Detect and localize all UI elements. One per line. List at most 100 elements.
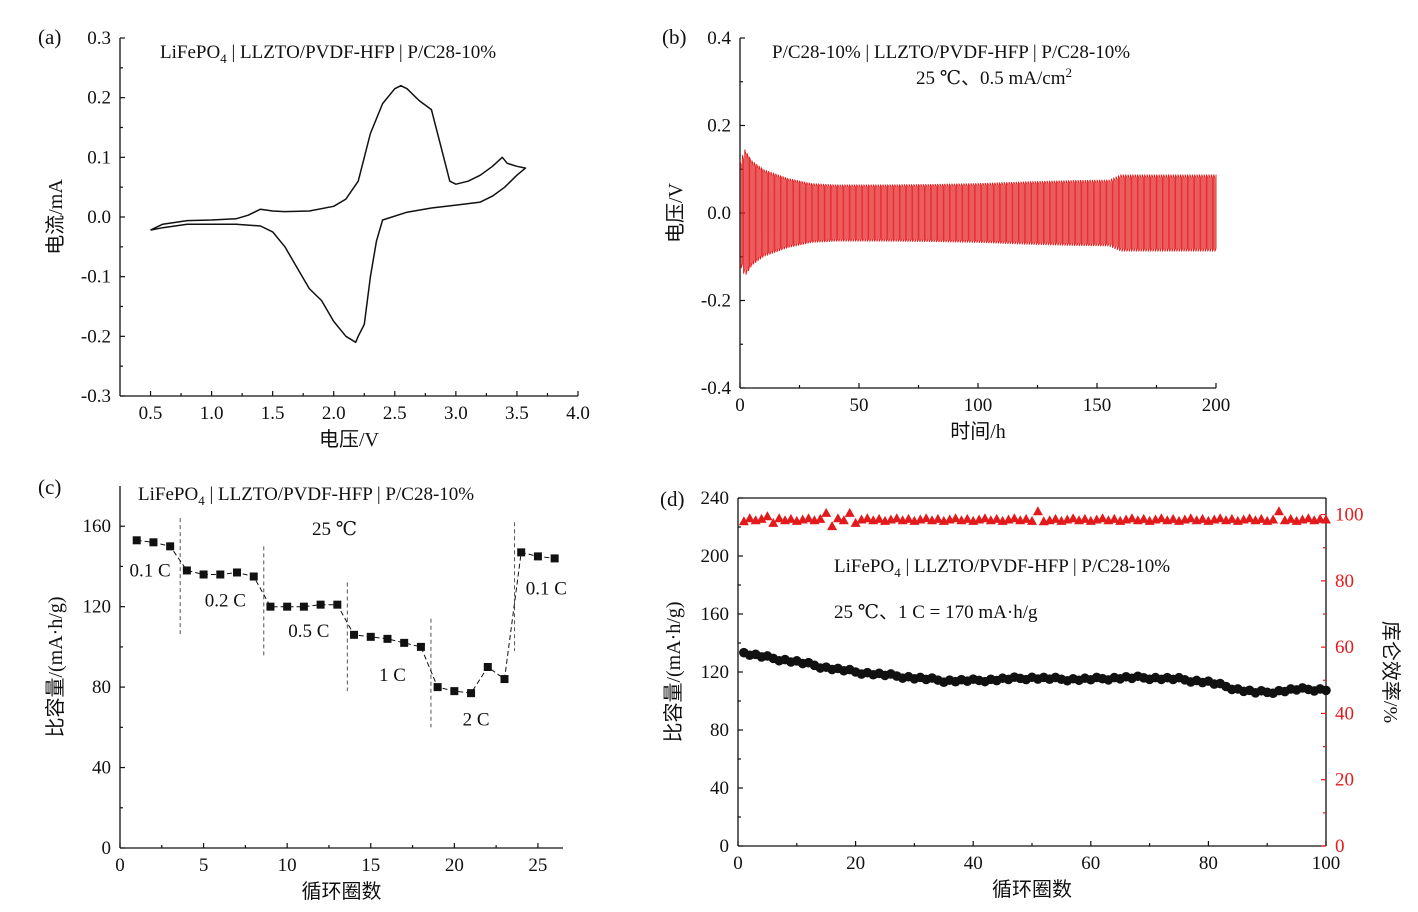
panel-d-y2-tick-label: 80 (1335, 571, 1354, 592)
panel-c-x-tick-label: 5 (199, 855, 209, 876)
panel-d-y-tick-label: 0 (720, 836, 730, 857)
panel-a-x-tick-label: 0.5 (139, 403, 163, 424)
coulombic-efficiency-point (1009, 513, 1020, 523)
rate-capacity-point (233, 568, 242, 577)
panel-c-x-tick-label: 25 (528, 855, 547, 876)
coulombic-efficiency-point (1273, 506, 1284, 516)
coulombic-efficiency-point (1109, 513, 1120, 523)
coulombic-efficiency-point (803, 513, 814, 523)
coulombic-efficiency-point (850, 517, 861, 527)
panel-a-x-tick-label: 4.0 (566, 403, 590, 424)
panel-d-annotation: LiFePO4 | LLZTO/PVDF-HFP | P/C28-10% (834, 556, 1170, 580)
rate-capacity-point (450, 687, 459, 696)
coulombic-efficiency-point (1168, 513, 1179, 523)
panel-b-annotation-line2: 25 ℃、0.5 mA/cm2 (916, 65, 1072, 89)
panel-d-x-tick-label: 100 (1312, 853, 1341, 874)
panel-d-chart: 0 20 40 60 80 10004080120160200240循环圈数比容量/(mA… (660, 487, 1402, 901)
panel-c-y-tick-label: 40 (92, 758, 111, 779)
coulombic-efficiency-point (1021, 513, 1032, 523)
coulombic-efficiency-point (768, 517, 779, 527)
panel-b-y-tick-label: -0.2 (701, 291, 731, 312)
panel-b-y-tick-label: -0.4 (701, 378, 732, 399)
panel-d-x-tick-label: 80 (1199, 853, 1218, 874)
rate-capacity-point (199, 570, 208, 579)
panel-d-y2-tick-label: 0 (1335, 836, 1345, 857)
coulombic-efficiency-point (844, 507, 855, 517)
coulombic-efficiency-point (962, 513, 973, 523)
rate-capacity-point (467, 689, 476, 698)
panel-a-y-axis-title: 电流/mA (44, 179, 67, 255)
panel-a-y-tick-label: -0.3 (81, 386, 111, 407)
coulombic-efficiency-point (1156, 513, 1167, 523)
panel-a-y-tick-label: -0.2 (81, 326, 111, 347)
panel-a-x-tick-label: 3.0 (444, 403, 468, 424)
panel-a-x-tick-label: 1.0 (200, 403, 224, 424)
rate-label: 0.2 C (205, 591, 246, 612)
rate-label: 0.1 C (129, 561, 170, 582)
coulombic-efficiency-point (815, 513, 826, 523)
rate-capacity-point (383, 634, 392, 643)
coulombic-efficiency-point (1097, 513, 1108, 523)
panel-a-x-tick-label: 2.5 (383, 403, 407, 424)
panel-a-y-tick-label: 0.2 (87, 88, 111, 109)
panel-c-label: (c) (38, 475, 61, 499)
panel-c-y-tick-label: 80 (92, 677, 111, 698)
rate-capacity-point (533, 552, 542, 561)
coulombic-efficiency-point (1032, 506, 1043, 516)
panel-d-x-tick-label: 60 (1081, 853, 1100, 874)
coulombic-efficiency-point (950, 513, 961, 523)
panel-b-y-tick-label: 0.2 (707, 116, 731, 137)
panel-c-x-tick-label: 15 (361, 855, 380, 876)
panel-b-y-tick-label: 0.4 (707, 28, 731, 49)
panel-b-x-tick-label: 200 (1202, 395, 1231, 416)
rate-capacity-point (400, 638, 409, 647)
coulombic-efficiency-point (1197, 513, 1208, 523)
coulombic-efficiency-point (1068, 513, 1079, 523)
panel-d-y-tick-label: 80 (710, 720, 729, 741)
panel-d-y-tick-label: 200 (701, 546, 730, 567)
panel-a-x-axis-title: 电压/V (319, 428, 380, 451)
panel-d-y-tick-label: 160 (701, 604, 730, 625)
panel-b-label: (b) (662, 25, 687, 49)
panel-b-x-tick-label: 50 (850, 395, 869, 416)
panel-d-y-axis-title: 比容量/(mA·h/g) (662, 601, 685, 742)
coulombic-efficiency-point (1079, 513, 1090, 523)
coulombic-efficiency-point (1285, 513, 1296, 523)
panel-d-y-tick-label: 120 (701, 662, 730, 683)
coulombic-efficiency-point (1126, 513, 1137, 523)
panel-a-y-tick-label: 0.0 (87, 207, 111, 228)
panel-b-y-axis-title: 电压/V (664, 182, 687, 243)
panel-a-annotation: LiFePO4 | LLZTO/PVDF-HFP | P/C28-10% (160, 42, 496, 66)
rate-capacity-point (483, 663, 492, 671)
panel-a-y-tick-label: 0.1 (87, 147, 111, 168)
rate-capacity-point (182, 566, 191, 575)
panel-d-y2-tick-label: 60 (1335, 637, 1354, 658)
coulombic-efficiency-point (744, 513, 755, 523)
rate-capacity-point (132, 536, 141, 545)
panel-d-y-tick-label: 40 (710, 778, 729, 799)
coulombic-efficiency-point (891, 513, 902, 523)
panel-a-x-tick-label: 3.5 (505, 403, 529, 424)
panel-d-y2-tick-label: 40 (1335, 703, 1354, 724)
coulombic-efficiency-point (1185, 513, 1196, 523)
rate-capacity-point (149, 538, 158, 547)
coulombic-efficiency-point (785, 513, 796, 523)
rate-label: 2 C (463, 709, 490, 730)
panel-d-y2-axis-title: 库仑效率/% (1379, 621, 1402, 723)
panel-d-annotation-line2: 25 ℃、1 C = 170 mA·h/g (834, 602, 1038, 623)
panel-a-y-tick-label: 0.3 (87, 28, 111, 49)
coulombic-efficiency-point (1138, 513, 1149, 523)
coulombic-efficiency-point (1256, 513, 1267, 523)
coulombic-efficiency-point (832, 513, 843, 523)
coulombic-efficiency-point (1244, 513, 1255, 523)
panel-d-y2-tick-label: 20 (1335, 770, 1354, 791)
panel-c-y-tick-label: 0 (102, 838, 112, 859)
panel-d-x-axis-title: 循环圈数 (992, 878, 1072, 901)
panel-c-annotation-line2: 25 ℃ (312, 519, 357, 540)
panel-d-label: (d) (660, 487, 685, 511)
coulombic-efficiency-point (1321, 514, 1331, 524)
coulombic-efficiency-point (862, 513, 873, 523)
coulombic-efficiency-point (756, 513, 767, 523)
panel-d-y-tick-label: 240 (701, 488, 730, 509)
